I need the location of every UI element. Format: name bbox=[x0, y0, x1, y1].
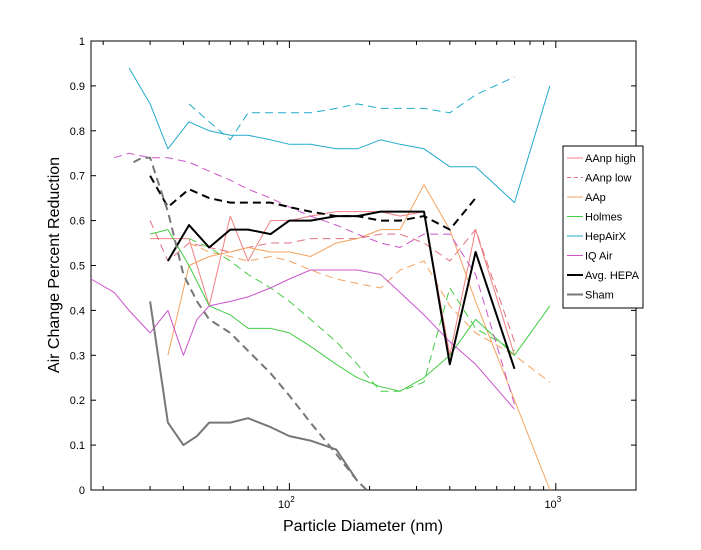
x-tick-label: 103 bbox=[544, 495, 561, 511]
plot-area bbox=[90, 40, 637, 491]
y-tick-label: 0.4 bbox=[70, 305, 85, 317]
y-axis-label: Air Change Percent Reduction bbox=[46, 157, 63, 373]
legend-label: Avg. HEPA bbox=[585, 270, 640, 282]
legend-label: HepAirX bbox=[585, 231, 627, 243]
y-tick-label: 0.7 bbox=[70, 171, 85, 183]
legend-box bbox=[562, 145, 644, 309]
y-tick-label: 0.8 bbox=[70, 126, 85, 138]
series-line-11 bbox=[167, 210, 516, 370]
series-line-3 bbox=[167, 184, 551, 491]
y-tick-label: 0 bbox=[79, 485, 85, 497]
x-axis-label: Particle Diameter (nm) bbox=[283, 518, 443, 535]
x-tick-label: 102 bbox=[278, 495, 295, 511]
y-tick-label: 0.1 bbox=[70, 440, 85, 452]
y-tick-label: 1 bbox=[79, 36, 85, 48]
series-line-2 bbox=[149, 220, 515, 342]
legend-label: IQ Air bbox=[585, 251, 613, 263]
series-line-9 bbox=[90, 269, 515, 410]
y-tick-label: 0.2 bbox=[70, 395, 85, 407]
series-line-8 bbox=[188, 76, 515, 141]
legend-label: AAp bbox=[585, 192, 606, 204]
y-tick-label: 0.3 bbox=[70, 350, 85, 362]
legend-label: Sham bbox=[585, 290, 614, 302]
series-line-13 bbox=[149, 301, 359, 482]
y-tick-label: 0.6 bbox=[70, 216, 85, 228]
legend-label: Holmes bbox=[585, 212, 623, 224]
series-line-12 bbox=[149, 175, 477, 231]
series-line-10 bbox=[114, 152, 515, 405]
series-line-7 bbox=[128, 67, 551, 204]
legend-label: AAnp high bbox=[585, 153, 636, 165]
legend: AAnp high AAnp low AAp Holmes HepAirX IQ Air A… bbox=[562, 145, 644, 309]
legend-label: AAnp low bbox=[585, 173, 632, 185]
y-tick-label: 0.5 bbox=[70, 261, 85, 273]
x-axis: 102 103 bbox=[102, 41, 637, 511]
series-line-4 bbox=[188, 242, 551, 383]
series-layer bbox=[90, 67, 551, 491]
y-tick-label: 0.9 bbox=[70, 81, 85, 93]
